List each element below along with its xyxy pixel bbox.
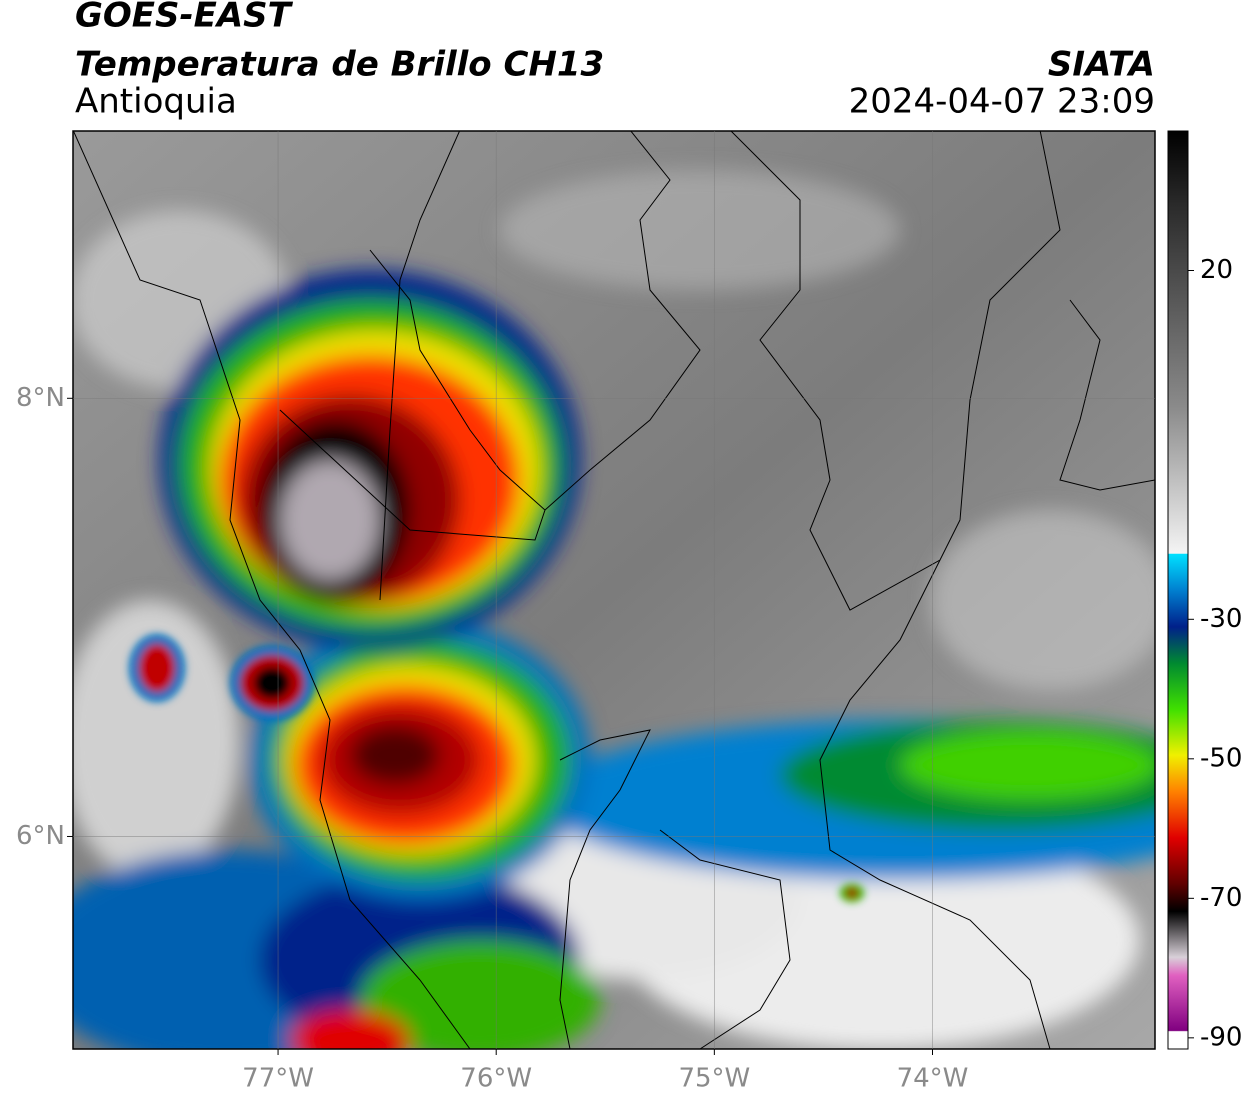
region: Antioquia [75, 82, 237, 122]
map-frame [72, 130, 1156, 1050]
colorbar-label: -30 [1200, 604, 1242, 634]
colorbar-label: -70 [1200, 883, 1242, 913]
y-tick-label: 8°N [16, 383, 65, 413]
colorbar-label: 20 [1200, 255, 1233, 285]
satellite-image [73, 131, 1155, 1049]
x-tick-label: 77°W [242, 1064, 314, 1094]
y-tick-label: 6°N [16, 821, 65, 851]
source: SIATA [1048, 45, 1155, 85]
title: GOES-EAST [75, 0, 294, 36]
x-tick-label: 75°W [678, 1064, 750, 1094]
subtitle: Temperatura de Brillo CH13 [75, 45, 604, 85]
datetime: 2024-04-07 23:09 [849, 82, 1155, 122]
colorbar [1167, 130, 1189, 1050]
x-tick-label: 76°W [460, 1064, 532, 1094]
colorbar-label: -50 [1200, 743, 1242, 773]
colorbar-label: -90 [1200, 1022, 1242, 1052]
x-tick-label: 74°W [897, 1064, 969, 1094]
